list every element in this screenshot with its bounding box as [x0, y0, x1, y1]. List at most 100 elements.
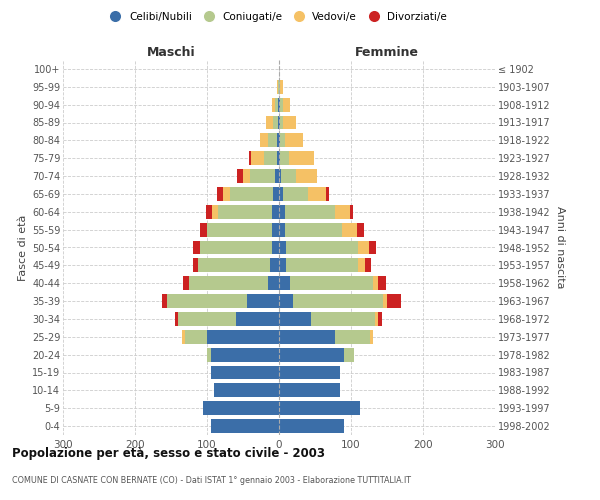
Bar — [250, 169, 275, 183]
Bar — [278, 98, 279, 112]
Bar — [289, 151, 314, 165]
Bar — [375, 312, 379, 326]
Bar — [223, 187, 230, 201]
Bar — [167, 294, 247, 308]
Bar — [251, 151, 264, 165]
Bar — [357, 222, 364, 236]
Bar — [279, 330, 335, 344]
Bar — [373, 276, 379, 290]
Bar — [275, 98, 278, 112]
Bar — [236, 312, 279, 326]
Bar — [211, 366, 279, 380]
Bar — [286, 240, 358, 254]
Bar — [279, 205, 285, 219]
Bar — [358, 240, 369, 254]
Bar — [277, 80, 278, 94]
Bar — [279, 134, 280, 147]
Bar — [277, 134, 279, 147]
Bar — [200, 222, 207, 236]
Bar — [185, 330, 207, 344]
Bar — [237, 169, 243, 183]
Bar — [203, 401, 279, 415]
Bar — [279, 151, 280, 165]
Bar — [273, 116, 278, 130]
Bar — [264, 151, 277, 165]
Bar — [279, 401, 359, 415]
Bar — [280, 80, 283, 94]
Bar — [283, 98, 290, 112]
Bar — [193, 258, 199, 272]
Bar — [279, 419, 344, 433]
Bar — [283, 187, 308, 201]
Bar — [243, 169, 250, 183]
Bar — [311, 312, 375, 326]
Bar — [279, 80, 280, 94]
Bar — [271, 258, 279, 272]
Text: Femmine: Femmine — [355, 46, 419, 59]
Bar — [279, 384, 340, 398]
Bar — [285, 222, 343, 236]
Bar — [178, 312, 236, 326]
Bar — [279, 187, 283, 201]
Bar — [268, 134, 277, 147]
Bar — [335, 330, 370, 344]
Y-axis label: Anni di nascita: Anni di nascita — [554, 206, 565, 289]
Text: Popolazione per età, sesso e stato civile - 2003: Popolazione per età, sesso e stato civil… — [12, 448, 325, 460]
Bar — [279, 258, 286, 272]
Bar — [268, 276, 279, 290]
Bar — [278, 116, 279, 130]
Bar — [211, 419, 279, 433]
Bar — [217, 187, 223, 201]
Bar — [207, 222, 272, 236]
Bar — [281, 169, 296, 183]
Bar — [272, 205, 279, 219]
Bar — [249, 151, 251, 165]
Bar — [277, 151, 279, 165]
Bar — [286, 258, 358, 272]
Bar — [290, 276, 373, 290]
Legend: Celibi/Nubili, Coniugati/e, Vedovi/e, Divorziati/e: Celibi/Nubili, Coniugati/e, Vedovi/e, Di… — [101, 8, 451, 26]
Bar — [279, 366, 340, 380]
Bar — [273, 187, 279, 201]
Bar — [272, 222, 279, 236]
Bar — [280, 98, 283, 112]
Bar — [278, 80, 279, 94]
Bar — [280, 151, 289, 165]
Bar — [283, 116, 296, 130]
Bar — [387, 294, 401, 308]
Bar — [379, 276, 386, 290]
Bar — [161, 294, 167, 308]
Bar — [279, 98, 280, 112]
Bar — [279, 169, 281, 183]
Bar — [189, 276, 268, 290]
Bar — [275, 169, 279, 183]
Bar — [358, 258, 365, 272]
Bar — [279, 312, 311, 326]
Bar — [293, 294, 383, 308]
Bar — [199, 258, 271, 272]
Bar — [207, 348, 211, 362]
Bar — [308, 187, 326, 201]
Bar — [183, 276, 189, 290]
Bar — [266, 116, 273, 130]
Bar — [365, 258, 371, 272]
Bar — [279, 222, 285, 236]
Bar — [230, 187, 273, 201]
Text: COMUNE DI CASNATE CON BERNATE (CO) - Dati ISTAT 1° gennaio 2003 - Elaborazione T: COMUNE DI CASNATE CON BERNATE (CO) - Dat… — [12, 476, 411, 485]
Bar — [279, 348, 344, 362]
Bar — [218, 205, 272, 219]
Bar — [193, 240, 200, 254]
Bar — [272, 240, 279, 254]
Bar — [182, 330, 185, 344]
Bar — [247, 294, 279, 308]
Bar — [214, 384, 279, 398]
Bar — [279, 276, 290, 290]
Bar — [370, 330, 373, 344]
Bar — [350, 205, 353, 219]
Bar — [296, 169, 317, 183]
Bar — [344, 348, 354, 362]
Bar — [207, 330, 279, 344]
Bar — [260, 134, 268, 147]
Y-axis label: Fasce di età: Fasce di età — [17, 214, 28, 280]
Bar — [343, 222, 357, 236]
